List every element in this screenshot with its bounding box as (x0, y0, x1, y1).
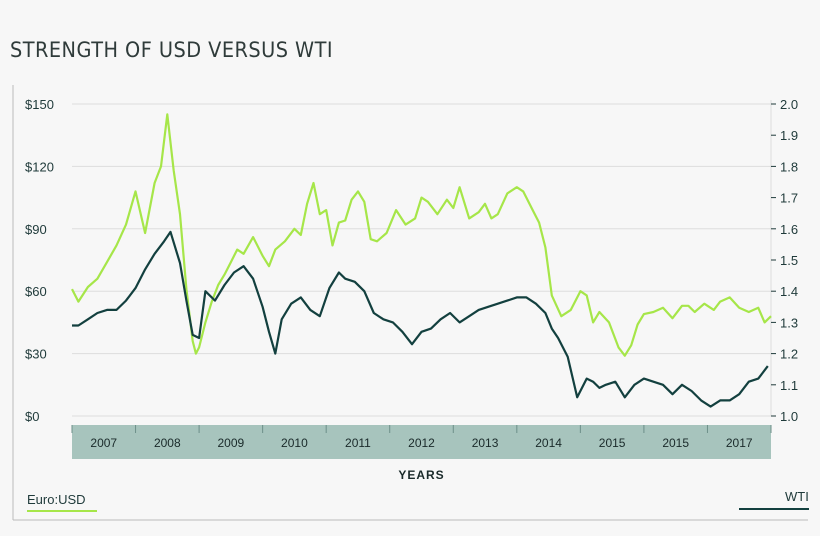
y-tick-right-label: 1.6 (780, 222, 798, 237)
x-axis-band: 2007 2008 2009 2010 2011 2012 2013 2014 2015 2015… (71, 425, 772, 459)
y-tick-left-label: $90 (25, 222, 47, 237)
y-tick-left-label: $60 (25, 284, 47, 299)
y-tick-right-label: 1.4 (780, 284, 798, 299)
y-tick-left-label: $150 (25, 97, 54, 112)
gridlines (72, 100, 776, 417)
y-tick-right-label: 1.9 (780, 128, 798, 143)
y-tick-left-label: $0 (25, 409, 39, 424)
x-tick-label: 2014 (535, 436, 562, 450)
y-tick-right-label: 2.0 (780, 97, 798, 112)
y-tick-right-label: 1.2 (780, 347, 798, 362)
y-tick-left-label: $120 (25, 159, 54, 174)
x-tick-label: 2015 (599, 436, 626, 450)
series-lines (71, 113, 772, 408)
x-tick-label: 2010 (281, 436, 308, 450)
x-axis-band-rect (72, 425, 771, 459)
x-tick-label: 2007 (90, 436, 117, 450)
y-tick-right-label: 1.7 (780, 191, 798, 206)
x-tick-label: 2009 (218, 436, 245, 450)
chart-title: STRENGTH OF USD VERSUS WTI (10, 38, 334, 62)
x-tick-label: 2017 (726, 436, 753, 450)
x-tick-label: 2011 (345, 436, 371, 450)
y-tick-left-label: $30 (25, 347, 47, 362)
y-tick-right-label: 1.8 (780, 159, 798, 174)
wti-line (72, 230, 769, 408)
y-tick-right-label: 1.5 (780, 253, 798, 268)
axis-labels: $0 $30 $60 $90 $120 $150 1.0 1.1 1.2 1.3 1.4 1.5 1.6… (25, 97, 798, 482)
legend-wti-label: WTI (785, 489, 809, 504)
x-tick-label: 2013 (472, 436, 499, 450)
x-tick-label: 2015 (662, 436, 689, 450)
y-tick-right-label: 1.1 (780, 378, 798, 393)
legend-euro-line (27, 510, 97, 512)
legend-wti-line (739, 508, 809, 510)
x-axis-title: YEARS (398, 468, 444, 482)
euro-usd-line (71, 113, 772, 357)
legend-euro-label: Euro:USD (27, 492, 86, 507)
y-tick-right-label: 1.0 (780, 409, 798, 424)
y-tick-right-label: 1.3 (780, 315, 798, 330)
x-tick-label: 2008 (154, 436, 181, 450)
x-tick-label: 2012 (408, 436, 435, 450)
